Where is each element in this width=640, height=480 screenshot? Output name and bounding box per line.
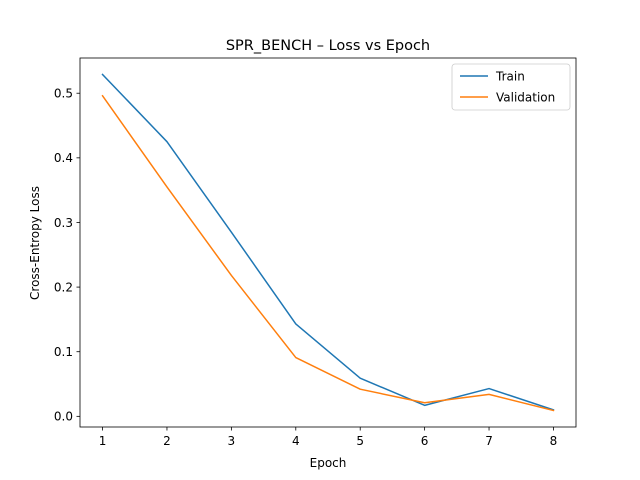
chart-title: SPR_BENCH – Loss vs Epoch bbox=[226, 38, 430, 54]
x-tick-label: 3 bbox=[228, 434, 236, 448]
legend: Train Validation bbox=[451, 63, 571, 111]
x-tick-label: 6 bbox=[421, 434, 429, 448]
x-axis-label: Epoch bbox=[310, 456, 347, 470]
x-tick-label: 8 bbox=[550, 434, 558, 448]
x-tick-label: 4 bbox=[292, 434, 300, 448]
y-tick-label: 0.5 bbox=[54, 87, 73, 101]
legend-label-validation: Validation bbox=[496, 90, 555, 104]
series-line-validation bbox=[101, 94, 555, 412]
x-tick-label: 2 bbox=[163, 434, 171, 448]
y-tick-label: 0.0 bbox=[54, 410, 73, 424]
y-tick-label: 0.2 bbox=[54, 280, 73, 294]
axes-frame bbox=[79, 57, 577, 428]
x-tick-label: 1 bbox=[99, 434, 107, 448]
x-axis: 1 2 3 4 5 6 7 8 bbox=[99, 427, 558, 448]
y-tick-label: 0.4 bbox=[54, 151, 73, 165]
series-line-train bbox=[101, 73, 555, 411]
x-tick-label: 5 bbox=[356, 434, 364, 448]
y-axis: 0.0 0.1 0.2 0.3 0.4 0.5 bbox=[54, 87, 80, 424]
y-tick-label: 0.1 bbox=[54, 345, 73, 359]
legend-label-train: Train bbox=[495, 69, 525, 83]
y-axis-label: Cross-Entropy Loss bbox=[28, 186, 42, 300]
plot-area bbox=[101, 73, 555, 412]
y-tick-label: 0.3 bbox=[54, 216, 73, 230]
x-tick-label: 7 bbox=[485, 434, 493, 448]
